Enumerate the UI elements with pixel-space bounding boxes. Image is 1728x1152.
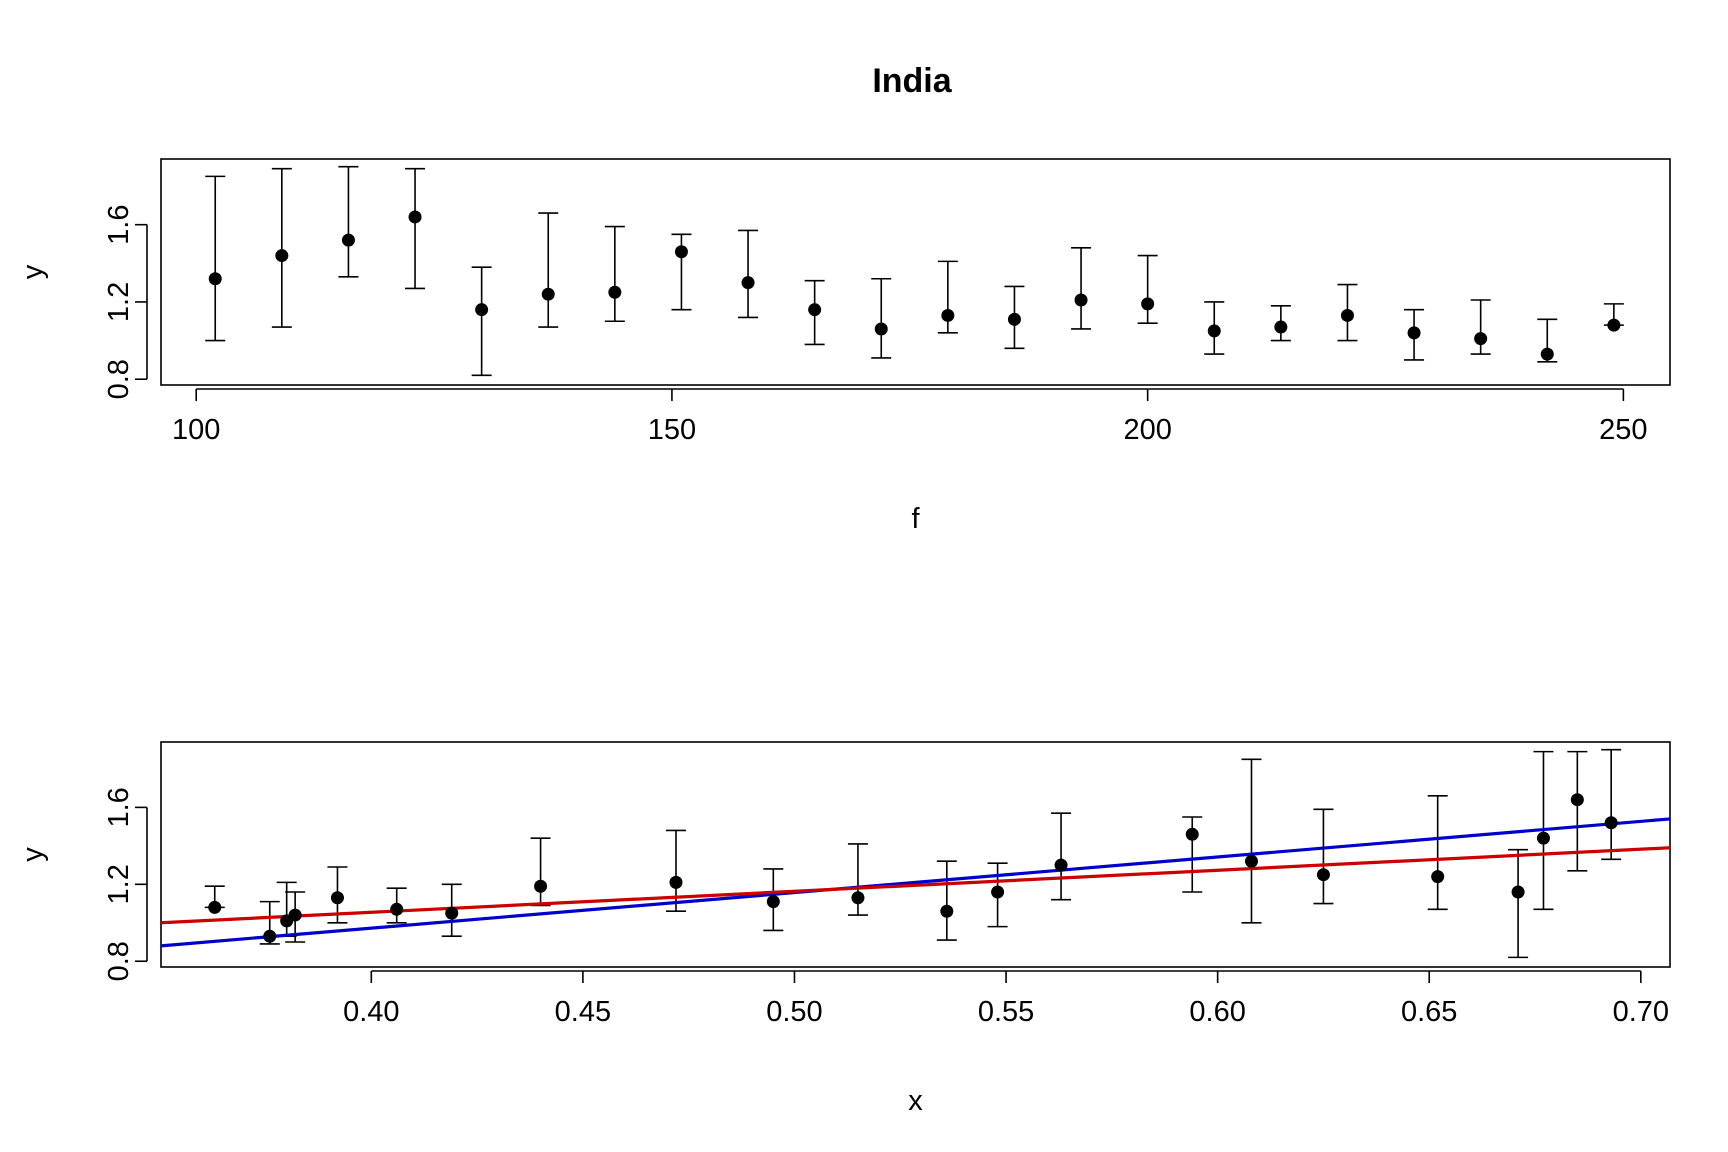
y-tick-label: 0.8 — [103, 359, 135, 399]
y-tick-label: 1.2 — [103, 864, 135, 904]
error-bar — [1508, 848, 1529, 959]
x-tick-label: 0.60 — [1189, 996, 1245, 1028]
error-bar — [847, 843, 868, 916]
plot-frame — [160, 158, 1671, 386]
data-point — [1340, 308, 1354, 322]
data-point — [275, 249, 289, 263]
error-bar — [604, 225, 625, 323]
error-bar — [205, 175, 226, 342]
data-point — [1431, 870, 1445, 884]
data-point — [1141, 297, 1155, 311]
error-bar — [405, 167, 426, 290]
data-point — [1207, 324, 1221, 338]
data-point — [1185, 827, 1199, 841]
error-bar — [936, 860, 957, 941]
error-bar — [1071, 247, 1092, 330]
data-point — [1540, 347, 1554, 361]
error-bar — [1601, 748, 1622, 861]
x-axis-label: f — [911, 503, 920, 535]
bottom-panel: 0.8 1.2 1.6 0.40 0.45 0.50 0.55 0.60 0.65 0.70 x… — [17, 741, 1671, 1117]
error-bar — [1470, 299, 1491, 355]
data-point — [390, 902, 404, 916]
data-point — [766, 895, 780, 909]
data-point — [330, 891, 344, 905]
x-tick-label: 0.65 — [1401, 996, 1457, 1028]
data-point — [1074, 293, 1088, 307]
error-bar — [538, 212, 559, 328]
data-point — [408, 210, 422, 224]
data-point — [674, 245, 688, 259]
error-bar — [1427, 795, 1448, 911]
data-point — [1054, 858, 1068, 872]
error-bar — [530, 837, 551, 907]
x-tick-label: 0.55 — [978, 996, 1034, 1028]
y-tick-label: 1.2 — [103, 282, 135, 322]
error-bar — [1051, 812, 1072, 901]
data-point — [288, 908, 302, 922]
data-point — [1570, 793, 1584, 807]
data-point — [874, 322, 888, 336]
data-point — [991, 885, 1005, 899]
y-tick-label: 0.8 — [103, 941, 135, 981]
data-point — [208, 900, 222, 914]
data-point — [1316, 868, 1330, 882]
data-point — [940, 904, 954, 918]
error-bar — [1137, 254, 1158, 324]
fit-line — [160, 846, 1671, 925]
x-tick-label: 200 — [1123, 414, 1171, 446]
y-axis-label: y — [17, 264, 49, 279]
data-point — [808, 303, 822, 317]
x-tick-label: 0.40 — [343, 996, 399, 1028]
data-point — [475, 303, 489, 317]
chart-title: India — [872, 62, 952, 100]
x-tick-label: 0.70 — [1613, 996, 1669, 1028]
fit-line — [160, 817, 1671, 948]
data-point — [608, 285, 622, 299]
x-tick-label: 250 — [1599, 414, 1647, 446]
data-point — [669, 875, 683, 889]
data-point — [1511, 885, 1525, 899]
data-point — [208, 272, 222, 286]
y-tick-label: 1.6 — [103, 205, 135, 245]
data-point — [1007, 312, 1021, 326]
x-tick-label: 0.50 — [766, 996, 822, 1028]
plot-frame — [160, 741, 1671, 968]
top-panel: 0.8 1.2 1.6 100 150 200 250 f y — [17, 158, 1671, 535]
x-tick-label: 150 — [648, 414, 696, 446]
data-point — [1274, 320, 1288, 334]
error-bar — [1241, 758, 1262, 924]
data-point — [1244, 854, 1258, 868]
data-point — [1536, 831, 1550, 845]
data-point — [541, 287, 555, 301]
error-bar — [738, 229, 759, 319]
y-axis-label: y — [17, 847, 49, 862]
data-point — [1607, 318, 1621, 332]
error-bar — [338, 165, 359, 278]
x-axis-label: x — [908, 1085, 923, 1117]
data-point — [851, 891, 865, 905]
data-point — [741, 276, 755, 290]
data-point — [534, 879, 548, 893]
error-bar — [471, 266, 492, 377]
data-point — [941, 308, 955, 322]
data-point — [1407, 326, 1421, 340]
x-tick-label: 100 — [172, 414, 220, 446]
error-bar — [871, 277, 892, 359]
data-point — [445, 906, 459, 920]
data-point — [341, 233, 355, 247]
data-point — [1474, 332, 1488, 346]
x-tick-label: 0.45 — [555, 996, 611, 1028]
data-point — [263, 929, 277, 943]
error-bar — [937, 260, 958, 334]
error-bar — [1313, 808, 1334, 905]
data-point — [1604, 816, 1618, 830]
error-bar — [271, 167, 292, 328]
y-tick-label: 1.6 — [103, 787, 135, 827]
